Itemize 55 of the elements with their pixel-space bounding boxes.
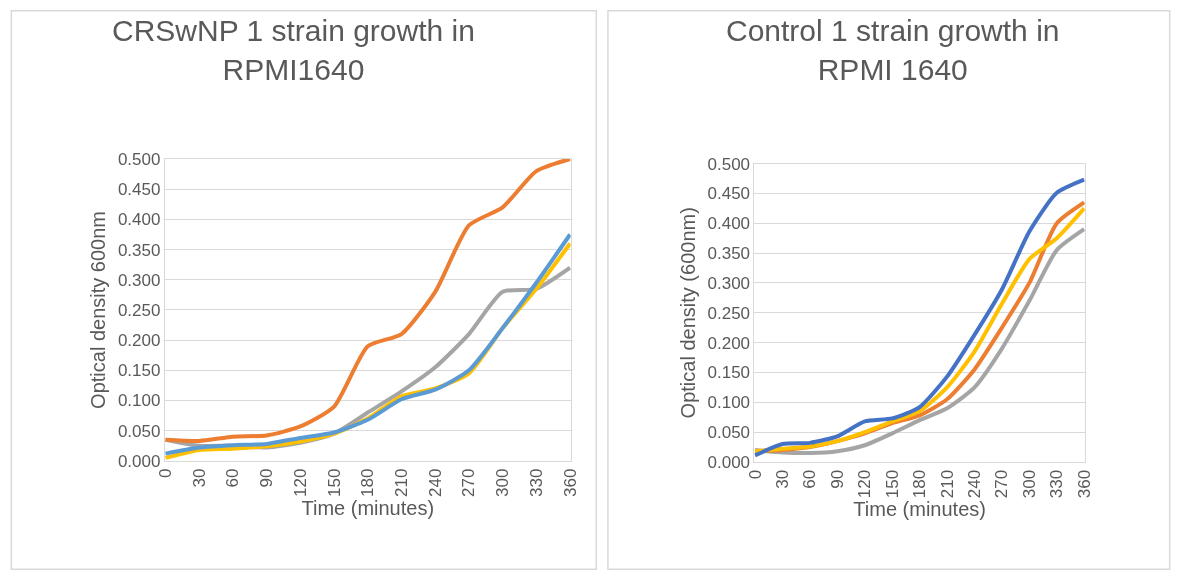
y-tick-label: 0.500 xyxy=(117,150,161,169)
y-tick-label: 0.400 xyxy=(117,210,161,230)
y-tick-label: 0.050 xyxy=(707,423,751,443)
y-tick-label: 0.150 xyxy=(117,361,161,381)
x-tick-label: 30 xyxy=(772,469,792,489)
y-tick-label: 0.050 xyxy=(117,421,161,441)
x-tick-label: 90 xyxy=(827,469,847,489)
x-tick-label: 150 xyxy=(882,469,902,499)
x-tick-label: 60 xyxy=(800,469,820,489)
x-tick-label: 330 xyxy=(526,468,546,498)
y-tick-label: 0.350 xyxy=(117,240,161,260)
y-tick-label: 0.450 xyxy=(707,184,751,204)
x-tick-label: 210 xyxy=(392,468,412,498)
x-tick-label: 120 xyxy=(855,469,875,499)
y-tick-label: 0.300 xyxy=(117,270,161,290)
x-tick-label: 180 xyxy=(358,468,378,498)
x-tick-label: 240 xyxy=(425,468,445,498)
y-tick-label: 0.250 xyxy=(117,300,161,320)
x-tick-label: 330 xyxy=(1047,469,1067,499)
y-tick-label: 0.250 xyxy=(707,303,751,323)
x-tick-label: 240 xyxy=(965,469,985,499)
y-tick-label: 0.500 xyxy=(707,154,751,174)
x-tick-label: 0 xyxy=(745,469,765,480)
x-tick-label: 150 xyxy=(324,468,344,498)
y-tick-label: 0.350 xyxy=(707,244,751,264)
y-tick-label: 0.000 xyxy=(117,451,161,471)
y-tick-label: 0.000 xyxy=(707,452,751,472)
chart-title: Control 1 strain growth in RPMI 1640 xyxy=(726,14,1060,86)
x-tick-label: 270 xyxy=(992,469,1012,499)
y-tick-label: 0.300 xyxy=(707,273,751,293)
x-tick-label: 60 xyxy=(223,468,243,488)
chart-title: CRSwNP 1 strain growth in RPMI1640 xyxy=(112,14,475,86)
x-tick-label: 360 xyxy=(560,468,580,498)
y-tick-label: 0.150 xyxy=(707,363,751,383)
x-tick-label: 300 xyxy=(493,468,513,498)
y-tick-label: 0.450 xyxy=(117,180,161,200)
y-tick-label: 0.400 xyxy=(707,214,751,234)
x-tick-label: 0 xyxy=(156,468,176,479)
x-tick-label: 30 xyxy=(189,468,209,488)
y-tick-label: 0.200 xyxy=(117,331,161,351)
line-series xyxy=(164,159,571,443)
y-tick-label: 0.100 xyxy=(117,391,161,411)
x-axis-title: Time (minutes) xyxy=(853,498,986,521)
x-tick-label: 180 xyxy=(910,469,930,499)
x-tick-label: 360 xyxy=(1074,469,1094,499)
x-tick-label: 90 xyxy=(257,468,277,488)
x-axis-title: Time (minutes) xyxy=(301,497,435,520)
x-tick-label: 210 xyxy=(937,469,957,499)
x-tick-label: 300 xyxy=(1019,469,1039,499)
x-tick-label: 270 xyxy=(459,468,479,498)
x-tick-label: 120 xyxy=(290,468,310,498)
y-axis-title: Optical density (600nm) xyxy=(677,207,700,419)
y-tick-label: 0.200 xyxy=(707,333,751,353)
y-tick-label: 0.100 xyxy=(707,393,751,413)
y-axis-title: Optical density 600nm xyxy=(87,211,110,409)
